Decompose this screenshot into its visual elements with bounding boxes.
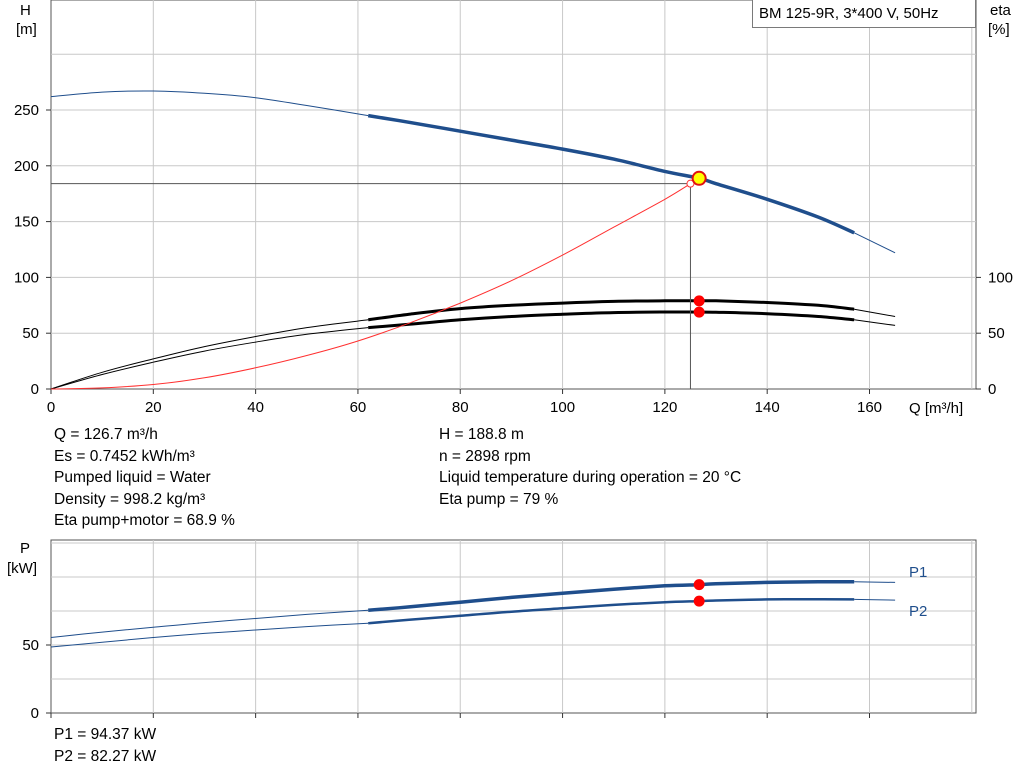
power-chart-grid <box>51 540 976 713</box>
series-p2_bold <box>368 597 855 625</box>
legend-P1: P1 <box>909 564 927 581</box>
eta-pump-marker <box>693 295 705 307</box>
y-tick-label: 0 <box>31 381 39 398</box>
y2-tick-label: 100 <box>988 269 1013 286</box>
y-axis-unit-H: [m] <box>16 21 37 38</box>
info-temp: Liquid temperature during operation = 20… <box>439 469 742 486</box>
pump-performance-chart: 0 20 40 60 80 100 120 140 160 0 50 100 150 200 250 0 50 1… <box>14 0 1013 417</box>
x-tick-label: 80 <box>452 399 469 416</box>
legend-P2: P2 <box>909 603 927 620</box>
x-axis-label-Q: Q [m³/h] <box>909 400 963 417</box>
info-right-block: H = 188.8 m n = 2898 rpm Liquid temperat… <box>439 424 741 510</box>
info-density: Density = 998.2 kg/m³ <box>54 490 206 508</box>
power-chart: 0 50 P [kW] P1 P2 <box>7 539 977 722</box>
info-power-block: P1 = 94.37 kW P2 = 82.27 kW <box>54 724 156 767</box>
info-eta-total: Eta pump+motor = 68.9 % <box>54 512 235 529</box>
y-axis-label-H: H <box>20 2 31 19</box>
series-eta_total_bold <box>368 310 855 330</box>
series-head_bold <box>367 113 855 235</box>
info-p1: P1 = 94.37 kW <box>54 726 157 743</box>
y-axis-unit-P: [kW] <box>7 560 37 577</box>
y-tick-label: 200 <box>14 158 39 175</box>
series-eta_total_thin <box>50 327 369 390</box>
p1-marker <box>693 579 705 591</box>
info-liquid: Pumped liquid = Water <box>54 469 211 486</box>
info-q: Q = 126.7 m³/h <box>54 426 158 443</box>
x-tick-label: 140 <box>755 399 780 416</box>
pump-chart-frame <box>50 0 977 390</box>
y-tick-label: 0 <box>31 705 39 722</box>
x-tick-label: 0 <box>47 399 55 416</box>
pump-chart-grid <box>51 0 976 389</box>
y2-tick-label: 50 <box>988 325 1005 342</box>
series-eta_pump_bold <box>368 299 855 322</box>
power-chart-markers <box>693 579 705 607</box>
x-tick-label: 100 <box>550 399 575 416</box>
y-tick-label: 250 <box>14 102 39 119</box>
series-head_thin_end <box>853 232 896 254</box>
y2-axis-unit-eta: [%] <box>988 21 1010 38</box>
y2-tick-label: 0 <box>988 381 996 398</box>
x-tick-label: 40 <box>247 399 264 416</box>
info-es: Es = 0.7452 kWh/m³ <box>54 447 195 465</box>
series-eta_pump_thin <box>50 319 369 390</box>
info-left-block: Q = 126.7 m³/h Es = 0.7452 kWh/m³ Pumped… <box>54 424 235 532</box>
power-chart-axes: 0 50 <box>22 637 870 722</box>
pump-chart-markers <box>51 170 707 389</box>
info-n: n = 2898 rpm <box>439 447 531 465</box>
info-p2: P2 = 82.27 kW <box>54 747 157 765</box>
y2-axis-label-eta: eta <box>990 2 1012 19</box>
series-system_curve <box>50 183 691 390</box>
info-eta-pump: Eta pump = 79 % <box>439 490 559 508</box>
x-tick-label: 20 <box>145 399 162 416</box>
pump-chart-axes: 0 20 40 60 80 100 120 140 160 0 50 100 150 200 250 0 50 1… <box>14 102 1013 416</box>
pump-model-title: BM 125-9R, 3*400 V, 50Hz <box>752 0 976 28</box>
y-tick-label: 150 <box>14 214 39 231</box>
x-tick-label: 120 <box>652 399 677 416</box>
y-tick-label: 50 <box>22 637 39 654</box>
series-p2_thin_end <box>854 598 896 601</box>
operating-point-marker <box>691 170 707 186</box>
power-chart-frame <box>50 539 977 714</box>
series-eta_total_thin_end <box>854 319 896 326</box>
p2-marker <box>693 595 705 607</box>
y-tick-label: 50 <box>22 325 39 342</box>
series-eta_pump_thin_end <box>854 308 896 317</box>
y-axis-label-P: P <box>20 540 30 557</box>
power-chart-series <box>50 579 896 648</box>
x-tick-label: 60 <box>350 399 367 416</box>
info-h: H = 188.8 m <box>439 426 524 443</box>
series-p2_thin <box>50 622 369 648</box>
pump-chart-series <box>50 90 896 390</box>
y-tick-label: 100 <box>14 269 39 286</box>
eta-total-marker <box>693 306 705 318</box>
series-head_thin <box>50 90 369 117</box>
x-tick-label: 160 <box>857 399 882 416</box>
series-p1_thin <box>50 609 369 638</box>
series-p1_bold <box>368 579 855 613</box>
series-p1_thin_end <box>854 581 896 583</box>
